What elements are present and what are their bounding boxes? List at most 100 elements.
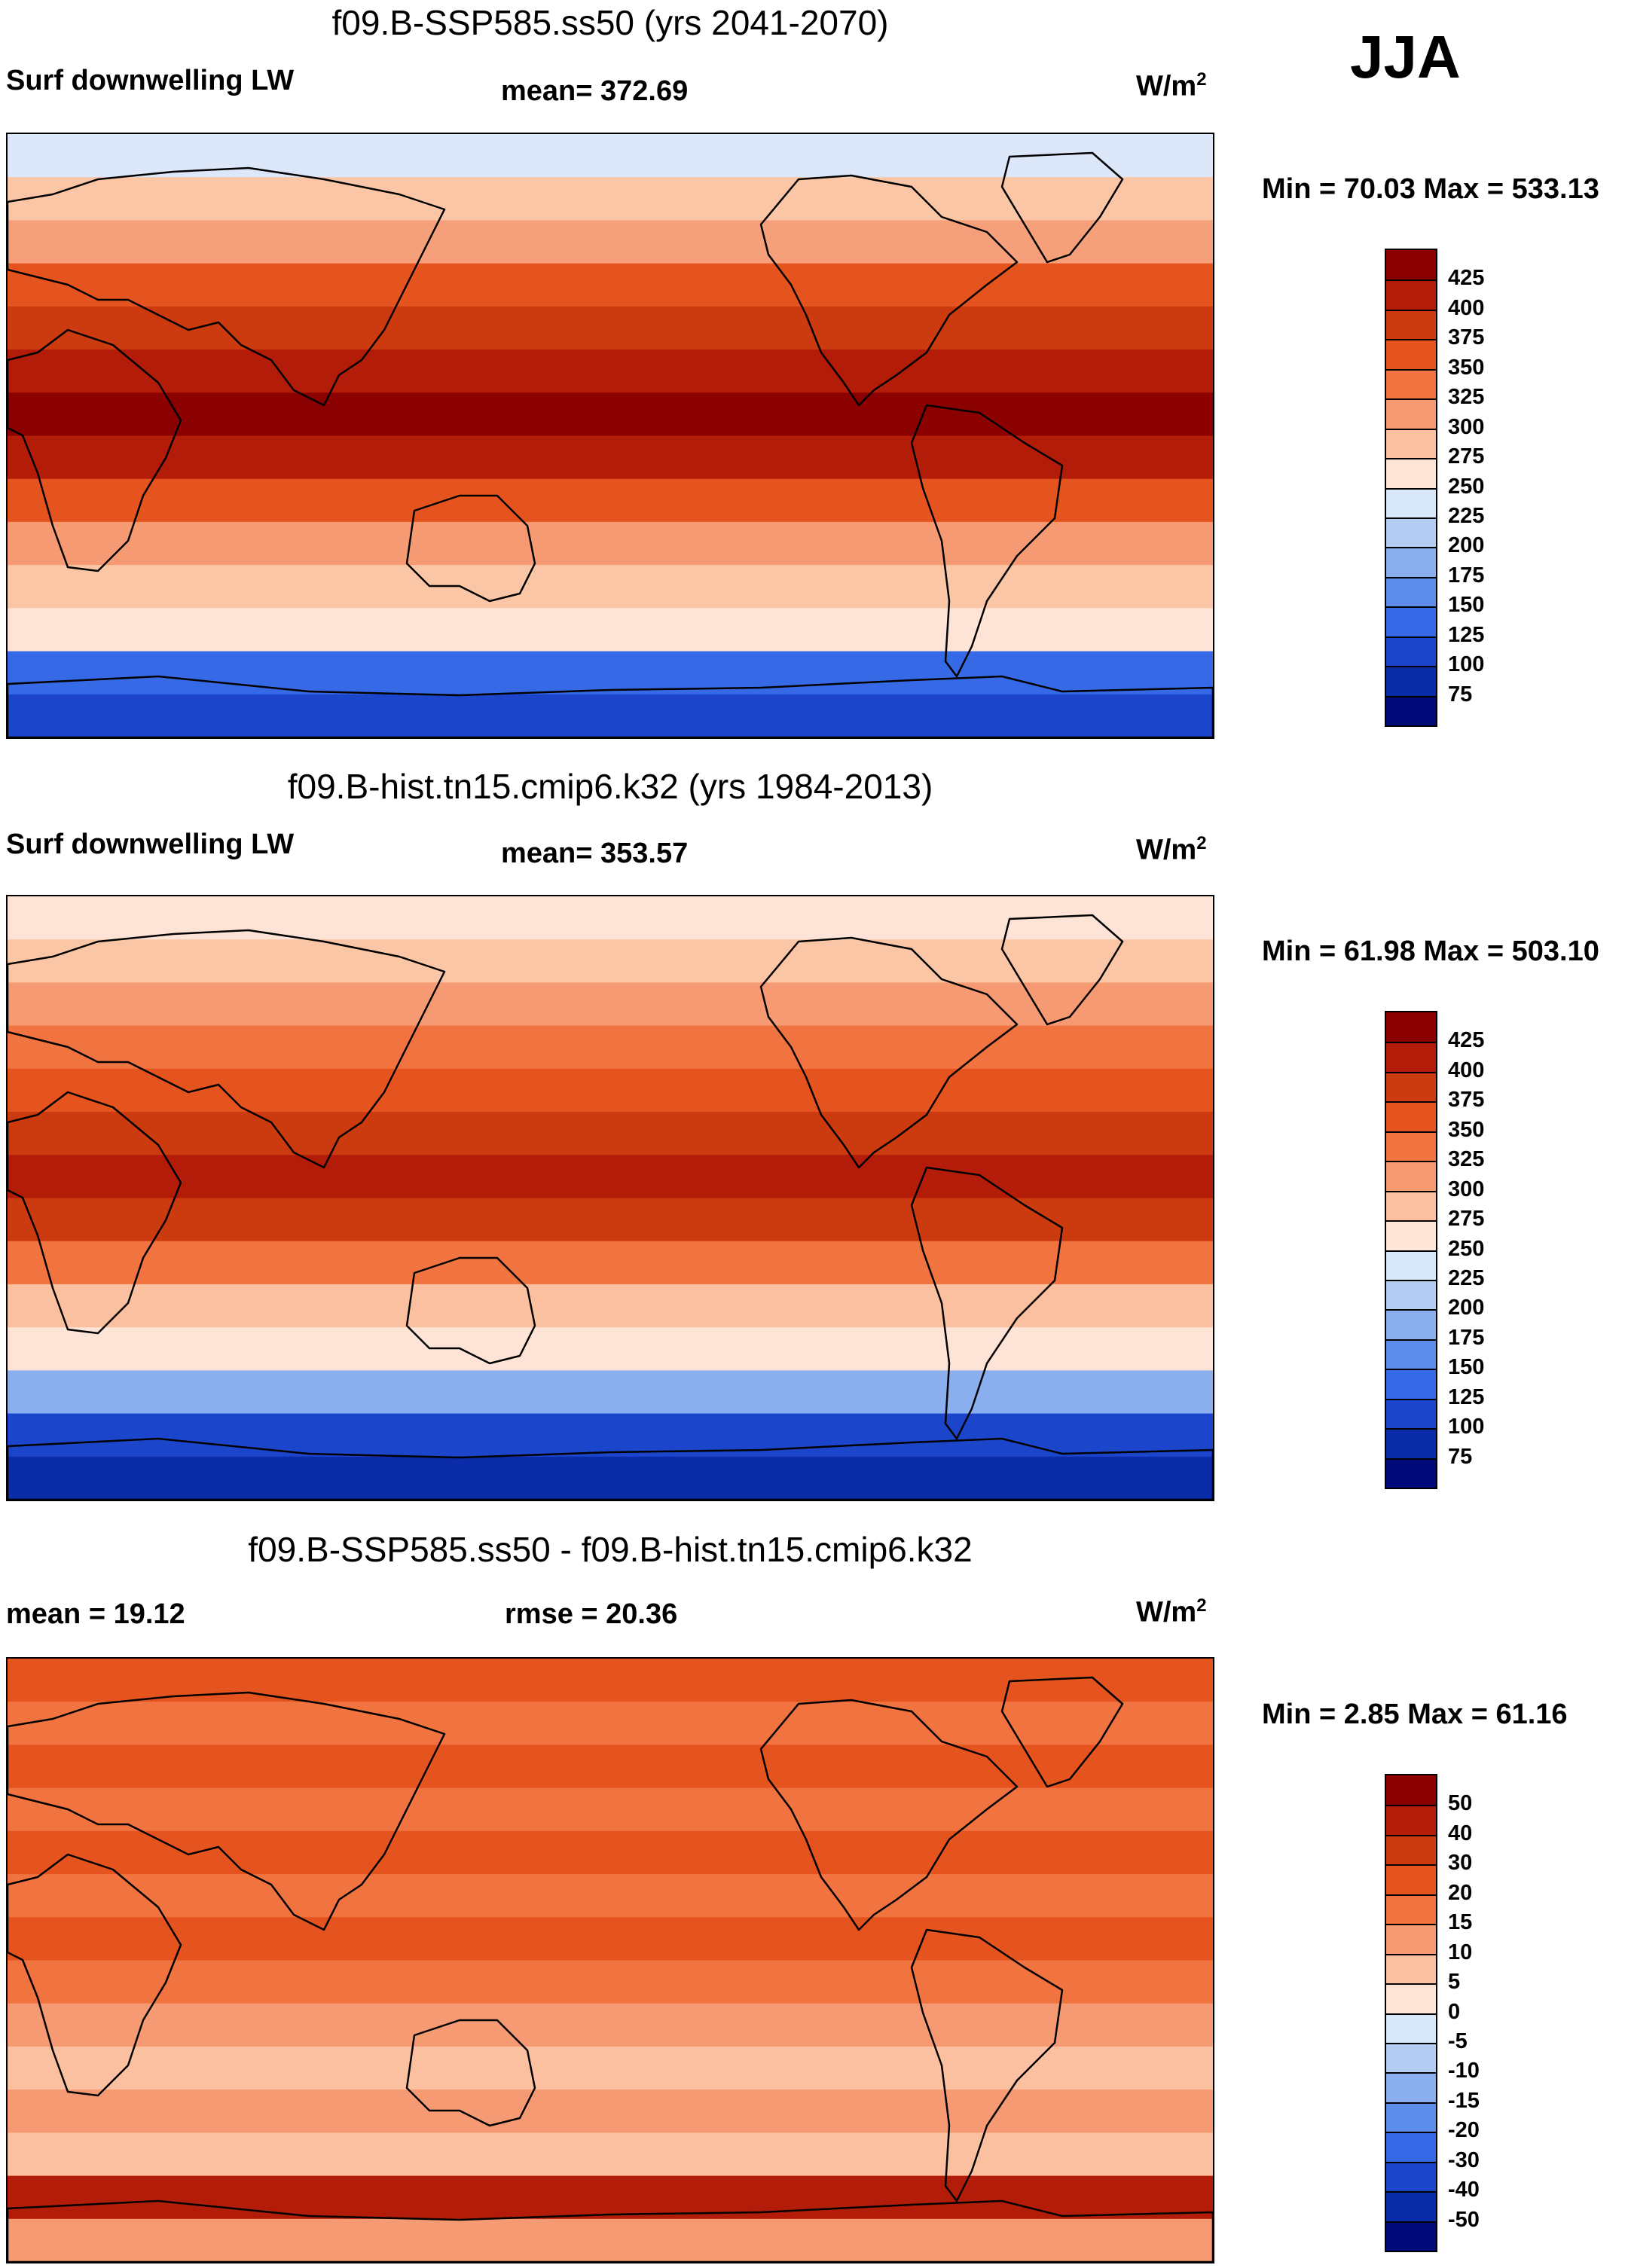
colorbar-tick-label: 250 [1448,474,1485,499]
colorbar-swatch [1386,1071,1436,1102]
latitude-band [8,2003,1213,2047]
latitude-band [8,1327,1213,1372]
colorbar-tick-label: 75 [1448,682,1473,707]
colorbar-swatch [1386,1805,1436,1835]
panel1-units: W/m2 [1136,69,1207,102]
colorbar-swatch [1386,1220,1436,1250]
colorbar-swatch [1386,2042,1436,2073]
latitude-band [8,392,1213,437]
colorbar-swatch [1386,1279,1436,1310]
coastline [8,1691,446,1931]
colorbar-swatch [1386,2221,1436,2251]
coastline [8,1853,182,2097]
colorbar-tick-label: 75 [1448,1444,1473,1469]
colorbar-swatch [1386,487,1436,517]
panel2-map [6,895,1214,1501]
colorbar-swatch [1386,636,1436,667]
colorbar-swatch [1386,2072,1436,2102]
colorbar-swatch [1386,1131,1436,1161]
latitude-band [8,982,1213,1027]
colorbar-tick-label: -5 [1448,2028,1468,2053]
colorbar-tick-label: 150 [1448,593,1485,618]
colorbar-tick-label: 225 [1448,503,1485,528]
latitude-band [8,1284,1213,1329]
coastline [8,675,1213,737]
panel2-title: f09.B-hist.tn15.cmip6.k32 (yrs 1984-2013… [287,767,933,806]
latitude-band [8,1413,1213,1458]
coastline [910,1166,1064,1440]
colorbar-swatch [1386,666,1436,696]
latitude-band [8,2046,1213,2091]
latitude-band [8,1025,1213,1070]
colorbar-tick-label: 325 [1448,385,1485,410]
latitude-band [8,1241,1213,1285]
colorbar-tick-label: 175 [1448,563,1485,588]
colorbar-tick-label: 50 [1448,1791,1473,1816]
colorbar-tick-label: 200 [1448,1296,1485,1320]
coastline [910,1928,1064,2202]
colorbar-tick-label: 150 [1448,1355,1485,1380]
panel3-map-svg [8,1659,1213,2262]
colorbar-swatch [1386,547,1436,577]
colorbar-tick-label: 425 [1448,1028,1485,1053]
latitude-band [8,651,1213,695]
latitude-band [8,2132,1213,2177]
latitude-band [8,608,1213,652]
colorbar-tick-label: -50 [1448,2207,1480,2232]
colorbar-swatch [1386,1924,1436,1954]
colorbar-tick-label: 325 [1448,1147,1485,1172]
colorbar-swatch [1386,517,1436,548]
colorbar-swatch [1386,250,1436,280]
coastline [8,929,446,1169]
colorbar-swatch [1386,1250,1436,1280]
colorbar-swatch [1386,1864,1436,1894]
colorbar-swatch [1386,428,1436,459]
colorbar-swatch [1386,1398,1436,1429]
colorbar-swatch [1386,2013,1436,2043]
latitude-band [8,521,1213,566]
colorbar-tick-label: -15 [1448,2088,1480,2113]
panel2-colorbar [1385,1011,1437,1489]
colorbar-tick-label: 5 [1448,1970,1461,1995]
colorbar-swatch [1386,1369,1436,1399]
latitude-band [8,1960,1213,2004]
colorbar-tick-label: 100 [1448,652,1485,677]
coastline [8,166,446,407]
coastline [8,328,182,572]
panel3-title: f09.B-SSP585.ss50 - f09.B-hist.tn15.cmip… [248,1530,973,1569]
colorbar-tick-label: 425 [1448,266,1485,291]
coastline [405,494,536,603]
latitude-band [8,1787,1213,1832]
coastline [8,2199,1213,2262]
colorbar-tick-label: 200 [1448,533,1485,558]
coastline [759,174,1019,407]
colorbar-tick-label: 375 [1448,1088,1485,1113]
coastline [1000,151,1124,264]
colorbar-swatch [1386,1190,1436,1221]
colorbar-tick-label: 100 [1448,1415,1485,1439]
panel1-minmax: Min = 70.03 Max = 533.13 [1262,173,1599,205]
coastline [405,1256,536,1365]
colorbar-swatch [1386,458,1436,488]
colorbar-swatch [1386,2191,1436,2221]
coastline [910,404,1064,678]
latitude-band [8,1830,1213,1876]
latitude-band [8,1155,1213,1199]
latitude-band [8,1702,1213,1746]
colorbar-tick-label: 125 [1448,1384,1485,1409]
coastline [8,1091,182,1335]
latitude-band [8,2089,1213,2134]
colorbar-swatch [1386,1834,1436,1865]
colorbar-tick-label: -20 [1448,2118,1480,2143]
latitude-band [8,1068,1213,1113]
panel1-colorbar [1385,249,1437,727]
colorbar-tick-label: 350 [1448,1117,1485,1142]
colorbar-swatch [1386,1042,1436,1072]
latitude-band [8,1112,1213,1156]
colorbar-swatch [1386,1458,1436,1488]
colorbar-swatch [1386,339,1436,369]
latitude-band [8,350,1213,394]
coastline [405,2019,536,2127]
colorbar-tick-label: 20 [1448,1880,1473,1905]
colorbar-tick-label: 350 [1448,355,1485,380]
